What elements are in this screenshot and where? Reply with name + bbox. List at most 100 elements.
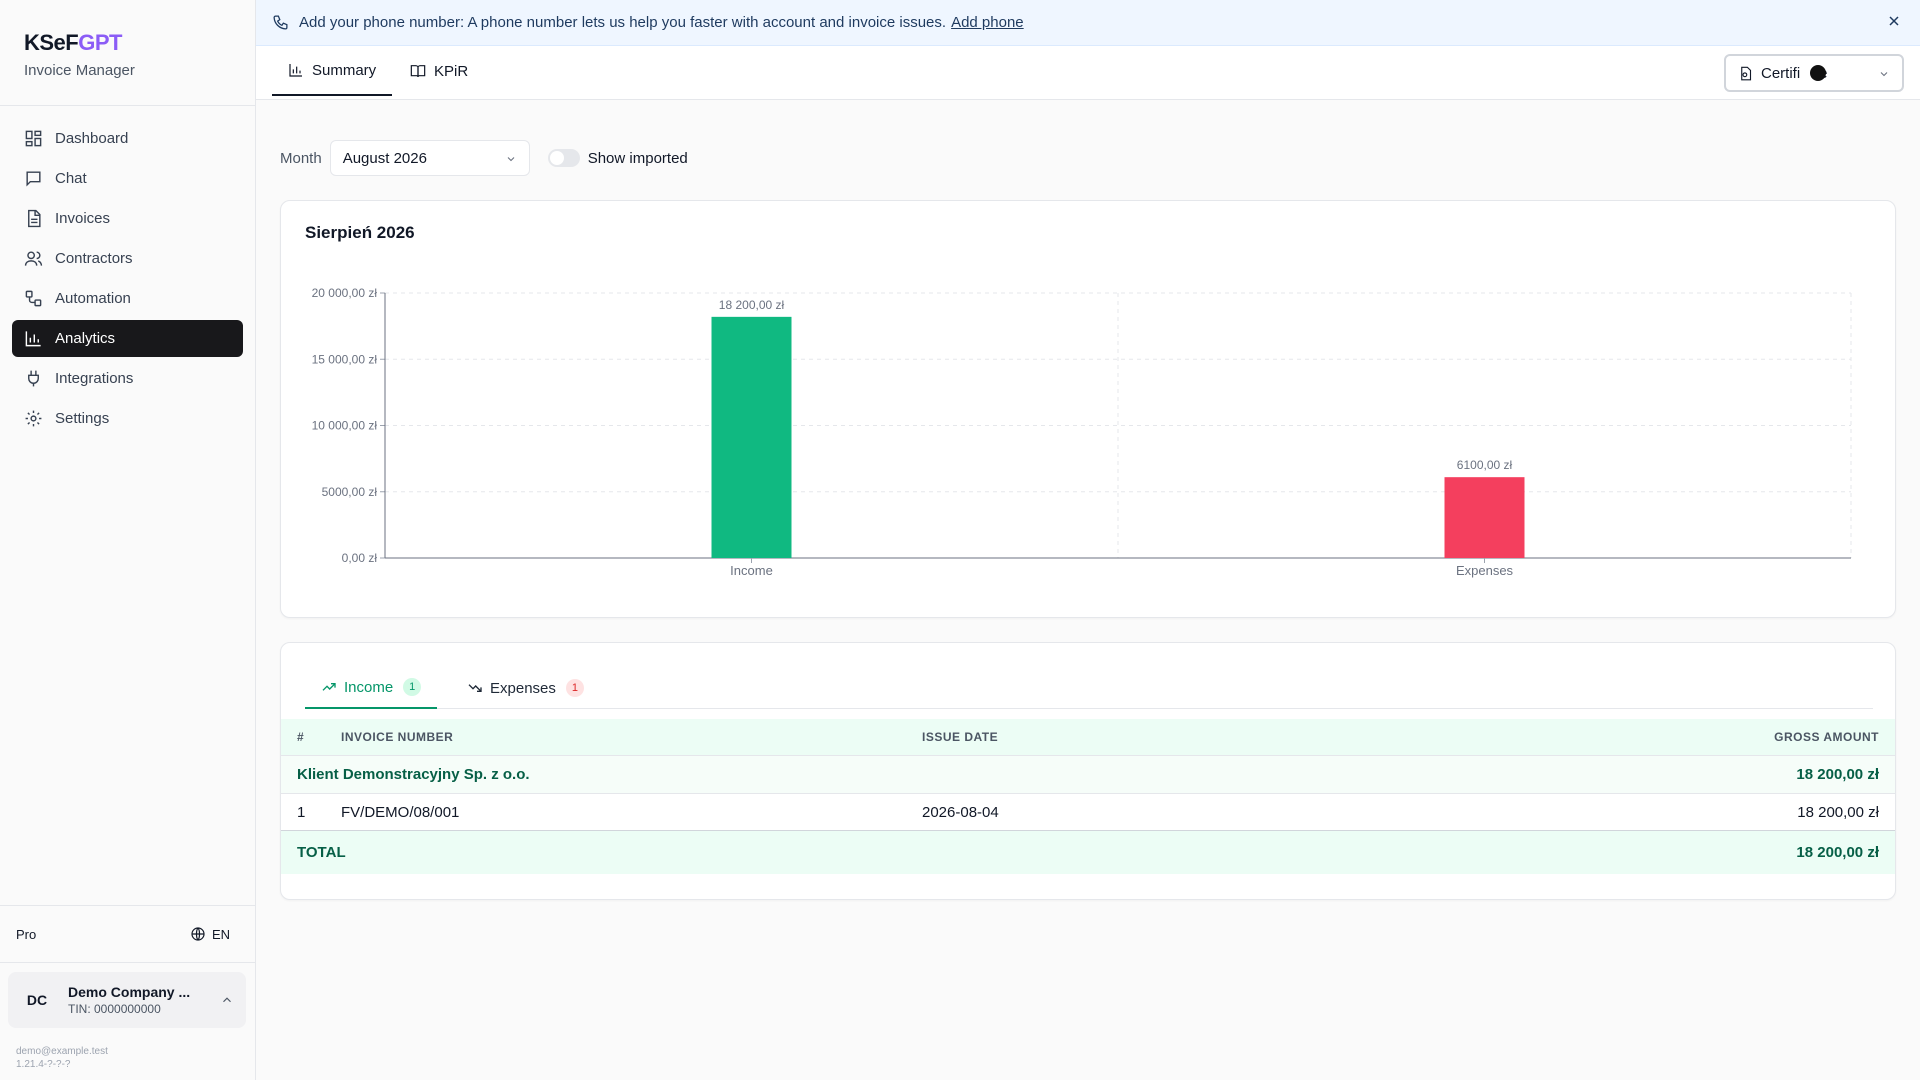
add-phone-link[interactable]: Add phone bbox=[951, 14, 1024, 31]
col-invoice-number: INVOICE NUMBER bbox=[341, 730, 454, 744]
table-group-row[interactable]: Klient Demonstracyjny Sp. z o.o. 18 200,… bbox=[281, 755, 1895, 793]
app-logo[interactable]: KSeFGPT bbox=[24, 30, 231, 56]
month-label: Month bbox=[280, 149, 322, 167]
dashboard-icon bbox=[25, 130, 42, 147]
row-num: 1 bbox=[297, 803, 306, 821]
invoice-icon bbox=[28, 209, 41, 228]
certificate-icon bbox=[1741, 66, 1752, 80]
bar-chart-icon bbox=[289, 64, 302, 77]
banner-text: Add your phone number: A phone number le… bbox=[299, 14, 947, 31]
invoice-type-tabs: Income 1 Expenses 1 bbox=[305, 667, 1873, 709]
app-subtitle: Invoice Manager bbox=[24, 62, 135, 79]
show-imported-label: Show imported bbox=[587, 149, 688, 167]
sidebar-item-label: Invoices bbox=[55, 210, 111, 227]
sidebar-item-label: Settings bbox=[55, 410, 110, 427]
tab-label: KPiR bbox=[434, 62, 469, 80]
globe-icon bbox=[191, 927, 205, 941]
y-tick-label: 0,00 zł bbox=[342, 551, 378, 565]
account-switcher[interactable]: DC Demo Company ... TIN: 0000000000 bbox=[8, 972, 246, 1028]
invoice-table-card: Income 1 Expenses 1 # INVOICE NUMBER ISS… bbox=[280, 642, 1896, 900]
sidebar: KSeFGPT Invoice Manager Dashboard Chat I… bbox=[0, 0, 256, 1080]
x-tick-label: Income bbox=[730, 563, 773, 578]
sidebar-item-label: Automation bbox=[55, 290, 131, 307]
language-switcher[interactable]: EN bbox=[190, 926, 230, 942]
tab-label: Summary bbox=[312, 61, 377, 79]
table-header: # INVOICE NUMBER ISSUE DATE GROSS AMOUNT bbox=[281, 719, 1895, 755]
logo-part-gpt: GPT bbox=[78, 30, 122, 55]
row-invoice-number: FV/DEMO/08/001 bbox=[341, 803, 460, 821]
table-row[interactable]: 1 FV/DEMO/08/001 2026-08-04 18 200,00 zł bbox=[281, 793, 1895, 830]
bar-chart: 0,00 zł 5000,00 zł 10 000,00 zł 15 000,00 z… bbox=[312, 286, 1852, 578]
count-badge: 1 bbox=[403, 678, 422, 696]
sidebar-item-invoices[interactable]: Invoices bbox=[12, 200, 243, 237]
users-icon bbox=[24, 251, 43, 266]
sidebar-item-label: Analytics bbox=[55, 330, 116, 347]
certificate-select[interactable]: Certifi e bbox=[1724, 54, 1904, 92]
sidebar-item-contractors[interactable]: Contractors bbox=[12, 240, 243, 277]
plug-icon bbox=[28, 370, 39, 387]
trending-down-icon bbox=[468, 684, 482, 692]
sidebar-item-automation[interactable]: Automation bbox=[12, 280, 243, 317]
bar-income bbox=[711, 316, 792, 558]
sidebar-item-label: Dashboard bbox=[55, 130, 129, 147]
group-name: Klient Demonstracyjny Sp. z o.o. bbox=[297, 766, 530, 783]
logo-part-ksef: KSeF bbox=[24, 30, 79, 55]
row-amount: 18 200,00 zł bbox=[1797, 803, 1879, 821]
chevron-down-icon bbox=[1880, 72, 1888, 77]
plan-row: Pro EN bbox=[0, 905, 256, 963]
sidebar-item-label: Contractors bbox=[55, 250, 133, 267]
sidebar-meta: demo@example.test 1.21.4-?-?-? bbox=[16, 1045, 108, 1071]
col-gross-amount: GROSS AMOUNT bbox=[1774, 730, 1879, 744]
month-select[interactable]: August 2026 bbox=[329, 140, 530, 176]
phone-icon bbox=[273, 15, 288, 30]
brand: KSeFGPT Invoice Manager bbox=[0, 0, 255, 106]
certificate-value-left: Certifi bbox=[1761, 64, 1801, 82]
col-issue-date: ISSUE DATE bbox=[922, 730, 999, 744]
sidebar-item-label: Integrations bbox=[55, 370, 134, 387]
app-version: 1.21.4-?-?-? bbox=[16, 1059, 71, 1070]
bar-chart-icon bbox=[25, 331, 41, 347]
tab-label: Income bbox=[344, 678, 394, 696]
account-tin: TIN: 0000000000 bbox=[68, 1002, 161, 1016]
data-label: 18 200,00 zł bbox=[719, 298, 785, 312]
data-label: 6100,00 zł bbox=[1457, 458, 1513, 472]
close-icon[interactable] bbox=[1886, 13, 1902, 29]
filters: Month August 2026 Show imported bbox=[280, 140, 688, 176]
tab-label: Expenses bbox=[490, 679, 556, 697]
chart-title: Sierpień 2026 bbox=[305, 223, 415, 242]
sidebar-item-chat[interactable]: Chat bbox=[12, 160, 243, 197]
sidebar-item-dashboard[interactable]: Dashboard bbox=[12, 120, 243, 157]
sidebar-item-label: Chat bbox=[55, 170, 87, 187]
total-label: TOTAL bbox=[297, 844, 346, 861]
y-tick-label: 20 000,00 zł bbox=[312, 286, 378, 300]
col-num: # bbox=[297, 730, 305, 744]
book-icon bbox=[410, 65, 426, 78]
tab-income[interactable]: Income 1 bbox=[305, 667, 438, 709]
sidebar-item-settings[interactable]: Settings bbox=[12, 400, 243, 437]
account-name: Demo Company ... bbox=[68, 984, 191, 1000]
sidebar-item-analytics[interactable]: Analytics bbox=[12, 320, 243, 357]
row-issue-date: 2026-08-04 bbox=[922, 803, 999, 821]
count-badge: 1 bbox=[565, 679, 584, 697]
month-value: August 2026 bbox=[342, 149, 427, 167]
sidebar-nav: Dashboard Chat Invoices Contractors Auto… bbox=[0, 106, 255, 454]
tab-expenses[interactable]: Expenses 1 bbox=[451, 667, 600, 709]
view-tabs: Summary KPiR Certifi e bbox=[256, 46, 1920, 100]
tab-summary[interactable]: Summary bbox=[272, 46, 393, 96]
y-tick-label: 5000,00 zł bbox=[322, 485, 378, 499]
tab-kpir[interactable]: KPiR bbox=[394, 46, 484, 96]
phone-banner: Add your phone number: A phone number le… bbox=[256, 0, 1920, 46]
x-tick-label: Expenses bbox=[1456, 563, 1514, 578]
gear-icon bbox=[25, 410, 42, 427]
avatar: DC bbox=[20, 983, 54, 1017]
total-amount: 18 200,00 zł bbox=[1796, 844, 1879, 861]
y-tick-label: 10 000,00 zł bbox=[312, 419, 378, 433]
user-email: demo@example.test bbox=[16, 1046, 108, 1057]
group-amount: 18 200,00 zł bbox=[1796, 766, 1879, 783]
chat-icon bbox=[26, 171, 41, 187]
bar-expenses bbox=[1444, 477, 1525, 558]
sidebar-item-integrations[interactable]: Integrations bbox=[12, 360, 243, 397]
language-label: EN bbox=[211, 926, 230, 942]
trending-up-icon bbox=[322, 683, 336, 691]
show-imported-toggle[interactable] bbox=[547, 149, 580, 167]
